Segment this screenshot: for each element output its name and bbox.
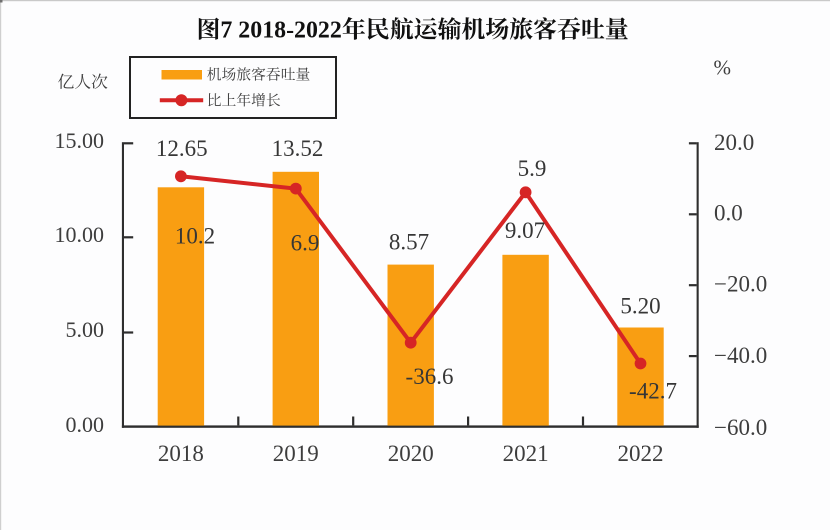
svg-text:2021: 2021 <box>503 441 549 466</box>
svg-text:−40.0: −40.0 <box>714 343 767 368</box>
svg-text:13.52: 13.52 <box>272 136 324 161</box>
svg-text:2018: 2018 <box>158 441 204 466</box>
svg-text:6.9: 6.9 <box>291 231 320 256</box>
svg-text:7 2018-2022: 7 2018-2022 <box>220 18 341 44</box>
svg-text:0.0: 0.0 <box>714 201 743 226</box>
svg-text:12.65: 12.65 <box>156 136 208 161</box>
svg-text:2019: 2019 <box>273 441 319 466</box>
svg-text:-42.7: -42.7 <box>629 378 677 403</box>
svg-text:−60.0: −60.0 <box>714 415 767 440</box>
svg-text:5.20: 5.20 <box>620 294 660 319</box>
svg-text:0.00: 0.00 <box>66 412 105 437</box>
svg-text:5.9: 5.9 <box>518 156 547 181</box>
svg-text:-36.6: -36.6 <box>406 364 454 389</box>
svg-text:15.00: 15.00 <box>55 128 105 153</box>
svg-text:2020: 2020 <box>388 441 434 466</box>
svg-text:10.00: 10.00 <box>55 222 105 247</box>
svg-text:10.2: 10.2 <box>175 224 215 249</box>
svg-text:%: % <box>714 55 732 79</box>
svg-text:8.57: 8.57 <box>389 230 429 255</box>
svg-text:2022: 2022 <box>618 441 664 466</box>
svg-text:9.07: 9.07 <box>505 218 545 243</box>
svg-text:20.0: 20.0 <box>714 130 754 155</box>
svg-text:5.00: 5.00 <box>66 317 105 342</box>
svg-text:−20.0: −20.0 <box>714 272 767 297</box>
